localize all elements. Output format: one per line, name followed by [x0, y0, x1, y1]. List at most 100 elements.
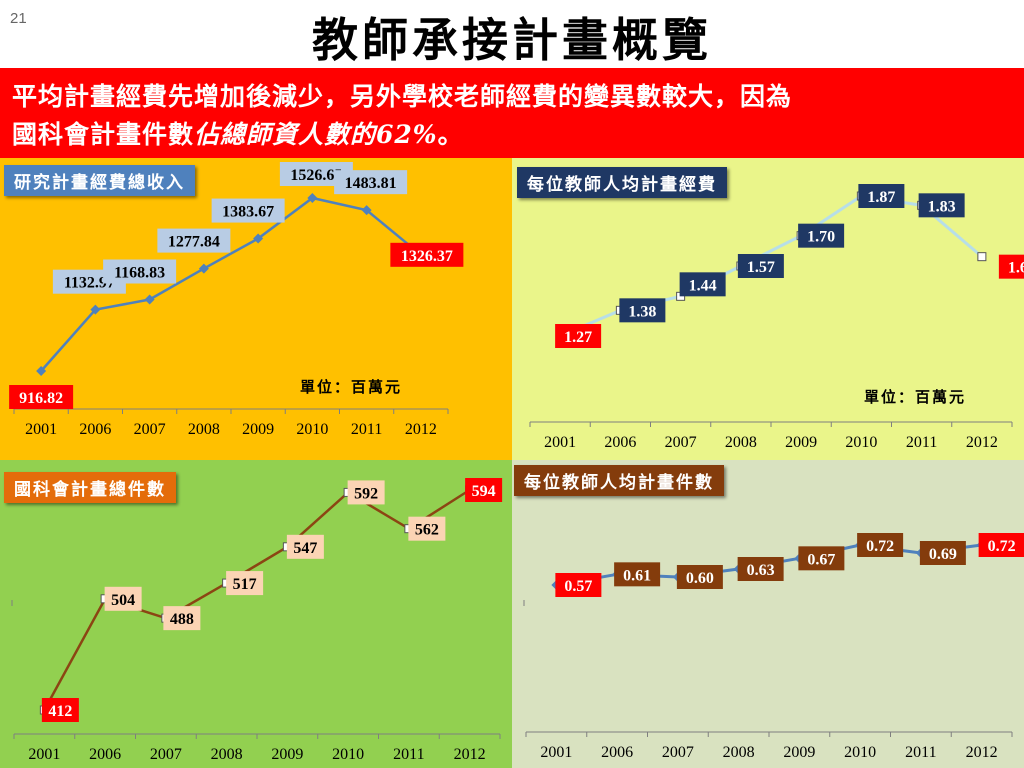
- data-label-text: 488: [170, 611, 194, 628]
- data-label: 0.67: [798, 546, 845, 571]
- x-tick-label: 2011: [905, 744, 936, 761]
- data-label-text: 412: [48, 703, 72, 720]
- data-label: 1.87: [858, 184, 905, 208]
- panel-header-total-funding: 研究計畫經費總收入: [4, 165, 195, 196]
- data-label: 1168.83: [103, 259, 177, 284]
- data-label-box: [41, 698, 79, 722]
- data-label: 0.60: [676, 565, 723, 589]
- data-label-box: [679, 272, 726, 297]
- x-tick-label: 2001: [28, 746, 60, 763]
- data-label-text: 594: [472, 483, 496, 500]
- data-label-text: 1.27: [564, 329, 592, 346]
- data-label-box: [555, 324, 602, 348]
- x-tick-label: 2006: [89, 746, 121, 763]
- data-label: 1.61: [998, 254, 1024, 279]
- data-label: 504: [104, 586, 142, 611]
- data-label-box: [334, 170, 408, 195]
- x-tick-label: 2010: [332, 746, 364, 763]
- data-label: 1.83: [918, 193, 965, 218]
- data-point-marker: [144, 294, 155, 305]
- x-tick-label: 2012: [454, 746, 486, 763]
- data-label-text: 0.72: [866, 538, 894, 555]
- x-tick-label: 2009: [783, 744, 815, 761]
- unit-label-total-funding: 單位：百萬元: [300, 378, 403, 396]
- slide-number: 21: [10, 10, 27, 27]
- x-tick-label: 2001: [544, 434, 576, 451]
- x-tick-label: 2008: [725, 434, 757, 451]
- slide-title: 教師承接計畫概覽: [312, 13, 712, 67]
- banner-italic-text: 佔總師資人數的62%: [194, 120, 438, 149]
- data-label: 592: [347, 480, 385, 505]
- panel-per-teacher-count: 2001 2006 2007 2008 2009 2010 2011 2012 0.57 0.61…: [512, 460, 1024, 768]
- data-label: 547: [286, 534, 324, 559]
- data-label-text: 0.57: [564, 578, 592, 595]
- x-tick-label: 2009: [271, 746, 303, 763]
- x-tick-label: 2010: [844, 744, 876, 761]
- data-label-box: [163, 606, 201, 631]
- data-label: 0.69: [919, 541, 966, 565]
- data-label: 0.63: [737, 557, 784, 581]
- x-tick-label: 2008: [211, 746, 243, 763]
- data-label-text: 0.69: [929, 546, 957, 563]
- x-tick-label: 2011: [906, 434, 937, 451]
- data-label-text: 1277.84: [168, 234, 220, 251]
- panel-header-per-teacher-count: 每位教師人均計畫件數: [514, 465, 724, 496]
- data-label: 562: [408, 516, 446, 541]
- data-label: 412: [41, 698, 79, 722]
- data-label-text: 562: [415, 522, 439, 539]
- data-label: 0.57: [555, 573, 602, 597]
- data-label-box: [798, 546, 845, 571]
- data-label-text: 517: [233, 576, 257, 593]
- data-label-box: [408, 516, 446, 541]
- summary-banner: 平均計畫經費先增加後減少，另外學校老師經費的變異數較大，因為 國科會計畫件數佔總…: [0, 68, 1024, 158]
- data-label-box: [226, 571, 264, 596]
- data-label-box: [619, 298, 666, 323]
- data-label-text: 1.87: [867, 189, 895, 206]
- data-label-text: 0.67: [807, 551, 835, 568]
- banner-line-2: 國科會計畫件數佔總師資人數的62%。: [12, 116, 1012, 154]
- data-label: 1.70: [798, 223, 845, 248]
- panel-total-funding: 2001 2006 2007 2008 2009 2010 2011 2012 916.82 11…: [0, 158, 512, 460]
- data-label-text: 0.61: [623, 567, 651, 584]
- data-label-text: 916.82: [19, 390, 63, 407]
- data-label-box: [555, 573, 602, 597]
- panel-header-project-count: 國科會計畫總件數: [4, 472, 176, 503]
- x-tick-label: 2006: [601, 744, 633, 761]
- chart-total-funding: 2001 2006 2007 2008 2009 2010 2011 2012 916.82 11…: [9, 162, 464, 438]
- data-label: 1.27: [555, 324, 602, 348]
- x-tick-label: 2008: [723, 744, 755, 761]
- data-label: 1.38: [619, 298, 666, 323]
- data-label-text: 1526.65: [290, 167, 342, 184]
- data-label-box: [286, 534, 324, 559]
- data-label-box: [918, 193, 965, 218]
- x-tick-label: 2007: [665, 434, 697, 451]
- x-tick-label: 2007: [150, 746, 182, 763]
- data-label: 1483.81: [334, 170, 408, 195]
- chart-per-teacher-funding: 2001 2006 2007 2008 2009 2010 2011 2012 1.27 1.38…: [529, 184, 1024, 451]
- x-tick-label: 2001: [540, 744, 572, 761]
- banner-end-text: 。: [437, 120, 464, 149]
- data-label-text: 0.63: [747, 562, 775, 579]
- data-label-box: [676, 565, 723, 589]
- panel-per-teacher-funding: 2001 2006 2007 2008 2009 2010 2011 2012 1.27 1.38…: [512, 158, 1024, 460]
- data-label-box: [103, 259, 177, 284]
- data-label-box: [157, 228, 231, 253]
- data-point-marker: [307, 193, 318, 203]
- data-label-text: 1.44: [689, 277, 717, 294]
- panel-project-count: 2001 2006 2007 2008 2009 2010 2011 2012 412 504 48…: [0, 460, 512, 768]
- data-label: 1277.84: [157, 228, 231, 253]
- chart-per-teacher-count: 2001 2006 2007 2008 2009 2010 2011 2012 0.57 0.61…: [523, 533, 1024, 761]
- data-label-box: [390, 242, 464, 267]
- data-label-box: [978, 533, 1024, 557]
- data-label-text: 1168.83: [114, 265, 165, 282]
- x-tick-label: 2012: [405, 421, 437, 438]
- data-label-text: 0.72: [988, 538, 1016, 555]
- x-tick-label: 2009: [785, 434, 817, 451]
- data-label: 517: [226, 571, 264, 596]
- data-point-marker: [253, 233, 264, 244]
- data-point-marker: [90, 304, 101, 315]
- x-tick-label: 2010: [296, 421, 328, 438]
- data-point-marker: [361, 205, 372, 216]
- x-tick-label: 2010: [845, 434, 877, 451]
- x-tick-label: 2007: [662, 744, 694, 761]
